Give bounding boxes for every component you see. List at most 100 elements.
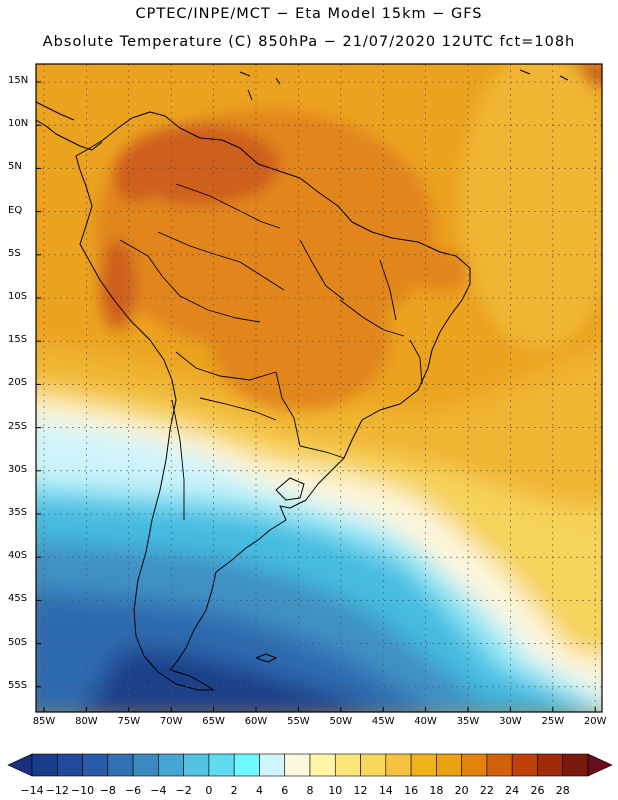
colorbar-label: 8	[306, 784, 314, 797]
colorbar-label: 2	[230, 784, 238, 797]
colorbar-label: 18	[429, 784, 444, 797]
colorbar-swatch	[562, 753, 589, 777]
border	[119, 239, 261, 323]
lat-label: 35S	[8, 507, 28, 518]
border	[299, 239, 345, 301]
lon-label: 35W	[456, 716, 480, 727]
lat-label: 5S	[8, 247, 21, 259]
colorbar-swatch	[107, 753, 134, 777]
lat-label: EQ	[8, 204, 23, 216]
border	[175, 351, 277, 381]
lon-label: 50W	[329, 716, 353, 727]
colorbar-swatch	[82, 753, 109, 777]
field-red-orange-colombia	[113, 147, 157, 203]
colorbar-label: −8	[99, 784, 116, 797]
border	[175, 183, 281, 229]
colorbar-swatch	[284, 753, 311, 777]
colorbar-label: 10	[328, 784, 343, 797]
colorbar-swatch	[360, 753, 387, 777]
lat-label: 25S	[8, 420, 28, 432]
colorbar-swatch	[410, 753, 437, 777]
colorbar-label: −12	[45, 784, 69, 797]
axis-ticks	[36, 81, 596, 712]
lat-label: 55S	[8, 679, 28, 691]
lat-label: 10S	[8, 291, 28, 302]
falklands	[255, 653, 277, 663]
lon-label: 85W	[32, 716, 56, 727]
lat-label: 15S	[8, 334, 28, 346]
field-orange-central	[210, 270, 390, 410]
colorbar-label: 26	[530, 784, 545, 797]
colorbar-swatch	[537, 753, 564, 777]
lat-label: 45S	[8, 593, 28, 605]
colorbar-swatch	[233, 753, 260, 777]
colorbar-label: 24	[505, 784, 520, 797]
lon-label: 80W	[75, 716, 98, 727]
field-dark-orange-north	[120, 125, 280, 205]
lon-label: 65W	[202, 716, 225, 727]
lat-label: 20S	[8, 377, 28, 389]
colorbar-swatch	[334, 753, 361, 777]
colorbar-swatch	[461, 753, 488, 777]
colorbar-label: 12	[353, 784, 368, 797]
border	[157, 231, 285, 291]
lat-label: 40S	[8, 550, 28, 562]
lat-label: 50S	[8, 636, 28, 648]
field-dark-orange-ne-brazil	[410, 248, 470, 292]
colorbar-swatch	[183, 753, 210, 777]
temperature-field	[36, 64, 602, 712]
lat-label: 15N	[8, 75, 29, 86]
border	[275, 371, 301, 447]
caribbean-islands	[239, 69, 569, 101]
colorbar-label: 6	[281, 784, 289, 797]
lon-label: 30W	[499, 716, 522, 727]
colorbar-label: −14	[20, 784, 44, 797]
colorbar-over-arrow	[587, 753, 613, 777]
colorbar-label: −6	[124, 784, 142, 797]
colorbar	[7, 753, 613, 777]
colorbar-label: 14	[378, 784, 393, 797]
lon-label: 70W	[159, 716, 183, 727]
colorbar-label: 4	[255, 784, 263, 797]
lon-label: 40W	[414, 716, 437, 727]
lon-label: 60W	[244, 716, 268, 727]
lon-label: 20W	[583, 716, 607, 727]
border	[299, 445, 345, 459]
colorbar-swatch	[56, 753, 83, 777]
border	[199, 397, 277, 421]
lat-label: 30S	[8, 463, 28, 475]
lat-label: 10N	[8, 118, 29, 130]
colorbar-label: −10	[70, 784, 95, 797]
colorbar-label: 16	[404, 784, 419, 797]
lagoon-uruguay	[275, 477, 305, 501]
colorbar-swatch	[158, 753, 184, 777]
colorbar-swatch	[385, 753, 412, 777]
colorbar-swatch	[31, 753, 58, 777]
title-line-2: Absolute Temperature (C) 850hPa − 21/07/…	[42, 34, 576, 50]
colorbar-swatch	[309, 753, 336, 777]
map-frame	[35, 63, 603, 713]
colorbar-label: 0	[205, 784, 213, 797]
colorbar-swatch	[259, 753, 286, 777]
colorbar-swatch	[208, 753, 235, 777]
colorbar-label: 22	[479, 784, 494, 797]
lon-label: 55W	[287, 716, 310, 727]
lon-label: 45W	[371, 716, 395, 727]
lat-lon-grid	[36, 64, 602, 712]
colorbar-swatch	[436, 753, 462, 777]
colorbar-label: 20	[454, 784, 469, 797]
colorbar-label: −2	[175, 784, 192, 797]
central-america-coastline	[35, 101, 103, 151]
lon-label: 75W	[117, 716, 141, 727]
colorbar-label: −4	[150, 784, 167, 797]
border	[339, 299, 405, 337]
field-red-orange-peru	[100, 240, 136, 330]
colorbar-swatch	[132, 753, 159, 777]
lat-label: 5N	[8, 161, 22, 173]
colorbar-swatch	[486, 753, 513, 777]
colorbar-label: 28	[555, 784, 570, 797]
border	[171, 399, 185, 520]
field-gold-atlantic	[460, 64, 602, 350]
lon-label: 25W	[541, 716, 565, 727]
